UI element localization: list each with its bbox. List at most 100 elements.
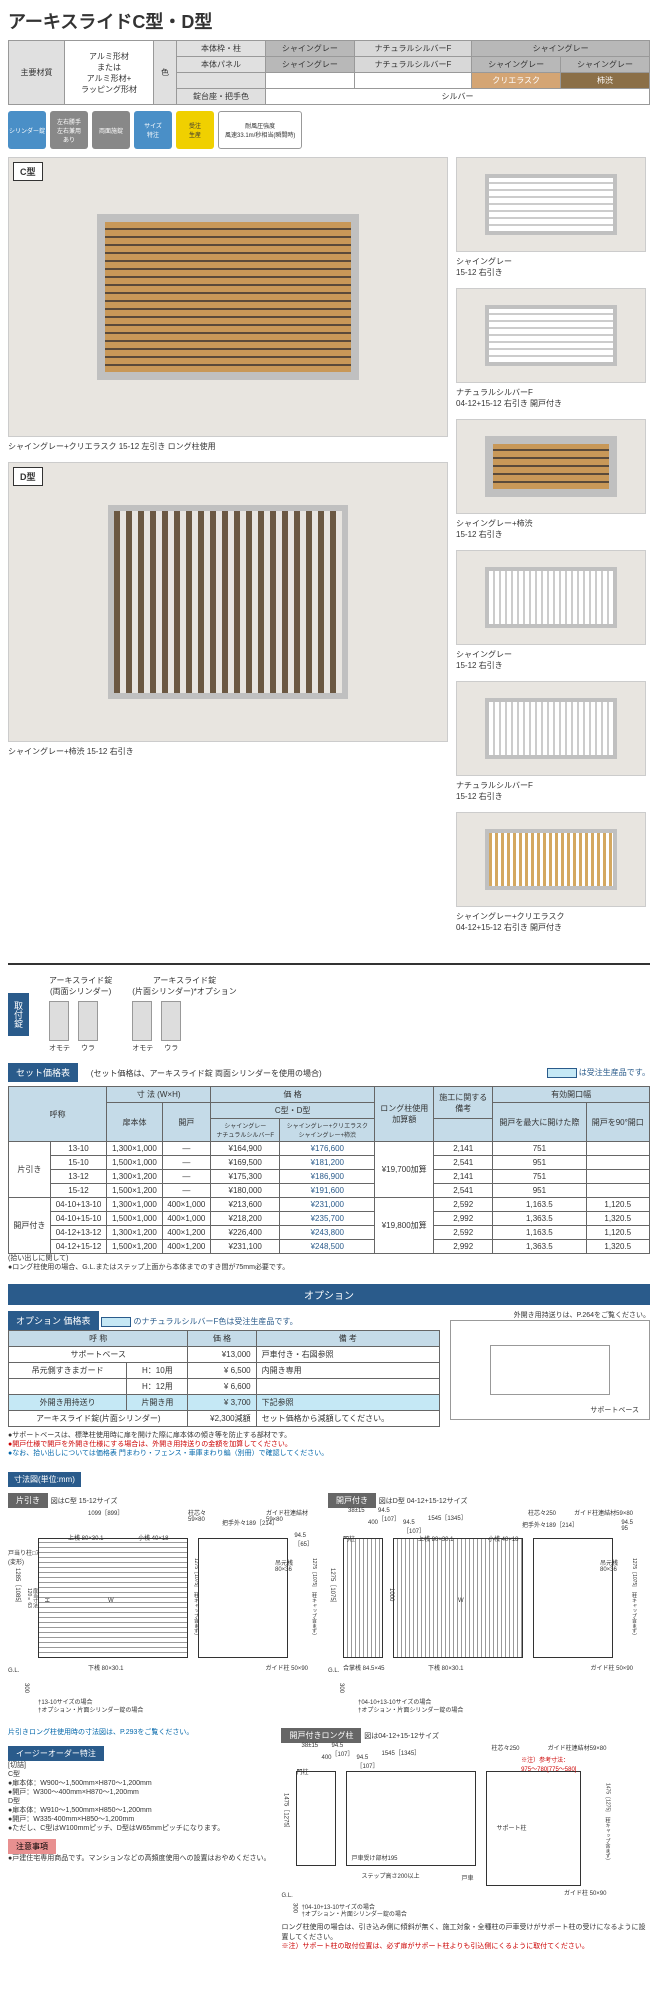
- price-cell: ¥181,200: [280, 1156, 375, 1170]
- badge-cylinder: シリンダー錠: [8, 111, 46, 149]
- price-cell: ¥164,900: [211, 1142, 280, 1156]
- price-cell: ¥231,000: [280, 1198, 375, 1212]
- price-group: 片引き: [9, 1142, 51, 1198]
- option-right-note: 外開き用持送りは、P.264をご覧ください。: [450, 1311, 650, 1320]
- price-cell: ―: [162, 1170, 210, 1184]
- drawing-long: 38±15 94.5 ［107］ 1545［1345］ 柱芯々250 ガイド柱連…: [281, 1743, 611, 1923]
- spec-table: 主要材質 アルミ形材 または アルミ形材+ ラッピング形材 色 本体枠・柱 シャ…: [8, 40, 650, 105]
- long-note: 片引きロング柱使用時の寸法図は、P.293をご覧ください。: [8, 1728, 271, 1737]
- price-memo: 951: [493, 1156, 586, 1170]
- price-cell: 04-10+13-10: [50, 1198, 106, 1212]
- price-memo: [586, 1184, 649, 1198]
- opt-note: 内開き専用: [256, 1363, 439, 1379]
- price-cell: ―: [162, 1142, 210, 1156]
- photo-caption: シャイングレー+クリエラスク 15-12 左引き ロング柱使用: [8, 441, 448, 452]
- spec-cell: シャイングレー: [472, 41, 650, 57]
- price-cell: 1,300×1,200: [107, 1226, 162, 1240]
- spec-cell: 柿渋: [561, 73, 650, 89]
- badge-size: サイズ 特注: [134, 111, 172, 149]
- price-cell: ¥243,800: [280, 1226, 375, 1240]
- spec-cell: クリエラスク: [472, 73, 561, 89]
- opt-price: ¥13,000: [188, 1347, 256, 1363]
- price-memo: 2,592: [434, 1226, 493, 1240]
- spec-label-material: 主要材質: [9, 41, 65, 105]
- lock-section: 取付錠 アーキスライド錠 (両面シリンダー) オモテ ウラ アーキスライド錠 (…: [8, 975, 650, 1053]
- lock-cap: オモテ: [132, 1043, 153, 1053]
- price-subcol: 扉本体: [107, 1103, 162, 1142]
- opt-note: [256, 1379, 439, 1395]
- spec-row-h: 本体パネル: [177, 57, 266, 73]
- price-memo: 1,163.5: [493, 1226, 586, 1240]
- opt-h: H：10用: [127, 1363, 188, 1379]
- photo-c-type: C型: [8, 157, 448, 437]
- gate-thumb: [485, 305, 617, 365]
- price-subcol: C型・D型: [211, 1103, 375, 1119]
- drawing-long-label: 開戸付きロング柱: [281, 1728, 361, 1743]
- price-cell: ¥226,400: [211, 1226, 280, 1240]
- support-rect: [490, 1345, 610, 1395]
- drawing-type-note: 図はC型 15-12サイズ: [51, 1498, 118, 1505]
- price-memo: 2,141: [434, 1170, 493, 1184]
- price-memo: 2,141: [434, 1142, 493, 1156]
- lock-section-label: 取付錠: [8, 993, 29, 1036]
- warning-header: 注意事項: [8, 1839, 56, 1854]
- price-subcol: シャイングレー+クリエラスク シャイングレー+柿渋: [280, 1119, 375, 1142]
- price-cell: ¥175,300: [211, 1170, 280, 1184]
- gate-illustration: [97, 214, 360, 381]
- price-col: ロング柱使用 加算額: [375, 1087, 434, 1142]
- drawing-type-label: 開戸付き: [328, 1493, 376, 1508]
- opt-price: ¥2,300減額: [188, 1411, 256, 1427]
- opt-note: セット価格から減額してください。: [256, 1411, 439, 1427]
- opt-note: 下記参照: [256, 1395, 439, 1411]
- price-memo: 751: [493, 1170, 586, 1184]
- price-cell: 04-10+15-10: [50, 1212, 106, 1226]
- opt-name: 吊元側すきまガード: [9, 1363, 127, 1379]
- price-subcol: [434, 1119, 493, 1142]
- price-cell: 1,500×1,000: [107, 1156, 162, 1170]
- badge-wind: 耐風圧強度 風速33.1m/秒相当(瞬間時): [218, 111, 302, 149]
- side-photo: [456, 288, 646, 383]
- lock-cap: ウラ: [78, 1043, 98, 1053]
- price-col: 呼称: [9, 1087, 107, 1142]
- spec-cell: ナチュラルシルバーF: [354, 57, 471, 73]
- lock-icon: [161, 1001, 181, 1041]
- opt-col: 備 考: [256, 1331, 439, 1347]
- price-cell: 15-10: [50, 1156, 106, 1170]
- gate-thumb: [485, 174, 617, 234]
- price-cell: ¥235,700: [280, 1212, 375, 1226]
- side-caption: ナチュラルシルバーF 04-12+15-12 右引き 開戸付き: [456, 387, 646, 409]
- price-memo: 2,592: [434, 1198, 493, 1212]
- price-cell: ¥191,600: [280, 1184, 375, 1198]
- photo-label-c: C型: [13, 162, 43, 181]
- price-cell: 400×1,200: [162, 1226, 210, 1240]
- price-cell: ¥213,600: [211, 1198, 280, 1212]
- price-cell: ―: [162, 1156, 210, 1170]
- option-bar: オプション: [8, 1284, 650, 1305]
- long-red-note: ※注）サポート柱の取付位置は、必ず扉がサポート柱よりも引込側にくるように取付てく…: [281, 1942, 650, 1951]
- drawing-katabiki: 1099［899］ 柱芯々 59×80 ガイド柱連結材 59×80 把手外々18…: [8, 1508, 318, 1708]
- photo-d-type: D型: [8, 462, 448, 742]
- side-caption: シャイングレー 15-12 右引き: [456, 256, 646, 278]
- side-caption: シャイングレー+クリエラスク 04-12+15-12 右引き 開戸付き: [456, 911, 646, 933]
- highlight-legend: は受注生産品です。: [547, 1067, 650, 1078]
- price-group: 開戸付き: [9, 1198, 51, 1254]
- side-photo: [456, 157, 646, 252]
- price-footnote: ●ロング柱使用の場合、G.L.またはステップ上面から本体までのすき間が75mm必…: [8, 1263, 650, 1272]
- gate-thumb: [485, 436, 617, 496]
- drawing-kaido: 38±15 94.5 ［107］ 1545［1345］ 柱芯々250 ガイド柱連…: [328, 1508, 638, 1708]
- price-subcol: 開戸を最大に開けた際: [493, 1103, 586, 1142]
- price-memo: [586, 1156, 649, 1170]
- price-memo: 951: [493, 1184, 586, 1198]
- spec-cell: [354, 73, 471, 89]
- warning-text: ●戸建住宅専用商品です。マンションなどの高頻度使用への設置はおやめください。: [8, 1854, 271, 1863]
- drawing-type-note: 図はD型 04-12+15-12サイズ: [379, 1498, 468, 1505]
- price-memo: [586, 1142, 649, 1156]
- lock-title: アーキスライド錠 (両面シリンダー): [49, 975, 112, 997]
- support-diagram: サポートベース: [450, 1320, 650, 1420]
- photo-caption: シャイングレー+柿渋 15-12 右引き: [8, 746, 448, 757]
- price-cell: 1,300×1,000: [107, 1142, 162, 1156]
- spec-row-h: 錠台座・把手色: [177, 89, 266, 105]
- spec-row-h: 本体枠・柱: [177, 41, 266, 57]
- lock-icon: [49, 1001, 69, 1041]
- price-cell: 1,500×1,000: [107, 1212, 162, 1226]
